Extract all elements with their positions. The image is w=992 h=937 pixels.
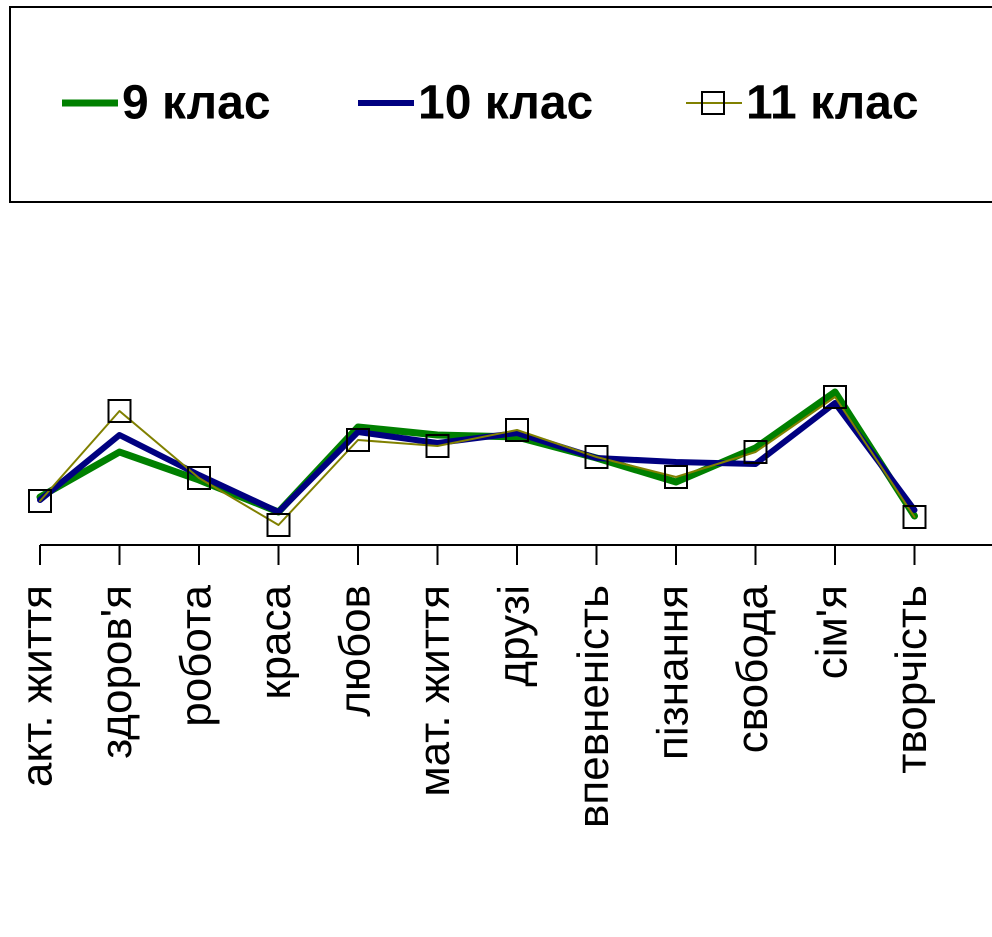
marker: [743, 440, 768, 464]
marker: [902, 505, 927, 529]
legend-marker: [701, 91, 725, 115]
legend-label: 10 клас: [418, 77, 593, 130]
marker: [425, 434, 450, 458]
legend-box: [9, 6, 992, 203]
marker: [187, 466, 211, 490]
x-tick-label: здоров'я: [92, 585, 141, 759]
marker: [505, 418, 529, 442]
marker: [28, 489, 52, 513]
legend-label: 9 клас: [122, 77, 271, 130]
marker: [266, 513, 291, 537]
series-line: [39, 396, 916, 526]
series-line: [37, 400, 918, 515]
legend-label: 11 клас: [746, 77, 919, 130]
marker: [584, 445, 609, 469]
x-tick-label: акт. життя: [13, 585, 62, 787]
x-tick-label: впевненість: [569, 585, 618, 828]
x-tick-label: друзі: [490, 585, 539, 687]
x-tick-label: любов: [331, 585, 380, 717]
x-tick-label: свобода: [728, 584, 777, 753]
x-tick-label: краса: [251, 584, 300, 699]
marker: [823, 385, 847, 409]
x-tick-label: мат. життя: [410, 585, 459, 797]
x-tick-label: пізнання: [649, 585, 698, 760]
x-tick-label: творчість: [887, 585, 936, 774]
marker: [664, 465, 688, 489]
x-tick-label: сім'я: [808, 585, 857, 679]
marker: [346, 428, 370, 452]
marker: [107, 399, 132, 423]
x-tick-label: робота: [172, 584, 221, 726]
